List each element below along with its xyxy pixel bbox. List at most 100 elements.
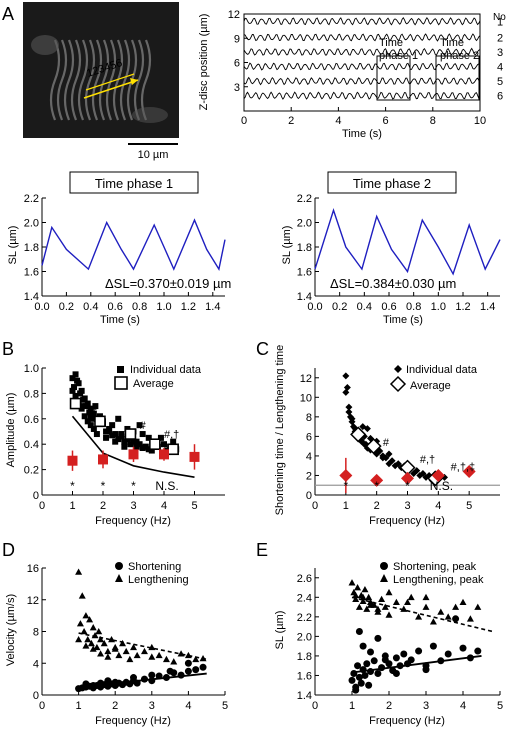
panel-d-x-ticks: 0 1 2 3 4 5: [39, 691, 228, 712]
legend-b-individual-label: Individual data: [130, 364, 202, 376]
panel-b-x-tick-label: 3: [130, 500, 136, 512]
panel-e-shortening-point: [474, 647, 482, 655]
phase1-x-tick-label: 1.2: [181, 301, 196, 313]
phase2-plot: Time phase 2 1.41.61.82.02.2 0.0 0.2 0.4 0.…: [281, 171, 501, 326]
zdisc-y-tick-label: 9: [234, 33, 240, 45]
panel-e-x-tick-label: 2: [386, 700, 392, 712]
panel-c-significance-point: [462, 465, 476, 479]
panel-e-lengthening-point: [407, 593, 415, 601]
panel-d-lengthening-point: [122, 647, 130, 655]
panel-b-individual-point: [139, 431, 146, 438]
panel-d-lengthening-point: [184, 651, 192, 659]
panel-d-lengthening-point: [170, 658, 178, 665]
striation-line: [49, 39, 61, 121]
panel-b-mark-label: #: [91, 403, 98, 415]
panel-b-x-tick-label: 2: [100, 500, 106, 512]
phase1-x-tick-label: 1.0: [156, 301, 171, 313]
panel-b-individual-point: [133, 438, 140, 445]
panel-b-individual-point: [78, 387, 85, 394]
panel-c-individual-point: [379, 454, 387, 462]
panel-e-shortening-point: [374, 634, 382, 642]
panel-d-x-tick-label: 5: [222, 700, 228, 712]
panel-d-lengthening-point: [87, 639, 95, 647]
panel-e-y-tick-label: 1.6: [297, 670, 312, 682]
panel-b-individual-point: [106, 425, 113, 432]
panel-b-individual-point: [133, 443, 140, 450]
panel-d-lengthening-point: [111, 645, 119, 652]
panel-d-lengthening-point: [75, 568, 83, 575]
legend-c-average-marker: [389, 375, 407, 393]
panel-c-y-tick-label: 4: [306, 451, 312, 463]
panel-d-shortening-point: [184, 667, 192, 675]
phase2-title: Time phase 2: [353, 176, 431, 191]
panel-c-y-tick-label: 12: [300, 373, 312, 385]
panel-d-shortening-point: [184, 659, 192, 667]
panel-e-lengthening-point: [355, 603, 363, 610]
striation-line: [98, 39, 110, 121]
phase2-x-tick-label: 1.0: [431, 301, 446, 313]
panel-e-shortening-point: [459, 644, 467, 652]
zdisc-trace-4: [243, 62, 481, 71]
zdisc-x-tick-label: 8: [430, 115, 436, 127]
panel-d-lengthening-point: [86, 616, 94, 623]
panel-e-lengthening-point: [374, 605, 382, 612]
panel-d-lengthening-point: [148, 643, 156, 651]
zdisc-legend-5: 5: [497, 76, 503, 88]
phase2-x-tick-label: 0.6: [381, 301, 396, 313]
panel-b-individual-point: [109, 422, 116, 429]
panel-b-individual-point: [170, 438, 177, 445]
panel-b-individual-point: [71, 384, 78, 391]
zdisc-x-label: Time (s): [342, 128, 382, 140]
panel-d-y-ticks: 0 4 8 12 16: [27, 563, 46, 702]
panel-e-shortening-point: [352, 686, 360, 694]
zdisc-x-tick-label: 10: [474, 115, 486, 127]
panel-c-y-tick-label: 0: [306, 490, 312, 502]
panel-c-mark-label: #: [383, 437, 390, 449]
phase1-y-label: SL (µm): [7, 226, 19, 265]
panel-c-star-label: N.S.: [430, 479, 453, 493]
panel-e-lengthening-point: [415, 613, 423, 620]
phase1-x-tick-label: 0.8: [132, 301, 147, 313]
panel-e-shortening-point: [422, 666, 430, 674]
panel-c-x-tick-label: 4: [435, 500, 441, 512]
panel-d-shortening-fit: [78, 672, 207, 688]
panel-c-significance-points: [339, 457, 476, 494]
zdisc-y-tick-label: 3: [234, 82, 240, 94]
panel-e-shortening-point: [452, 615, 460, 623]
panel-e-x-tick-label: 3: [423, 700, 429, 712]
panel-e-lengthening-point: [361, 585, 369, 593]
panel-d-lengthening-point: [89, 645, 97, 652]
panel-c-individual-point: [363, 425, 371, 433]
phase1-y-tick-label: 2.2: [24, 193, 39, 205]
legend-d-lengthening-marker: [115, 574, 123, 582]
panel-b-x-label: Frequency (Hz): [95, 515, 171, 527]
panel-b-individual-point: [69, 375, 76, 382]
phase2-x-tick-label: 0.4: [357, 301, 372, 313]
panel-d-lengthening-point: [140, 647, 148, 655]
phase1-plot: Time phase 1 1.41.61.82.02.2 0.0 0.2 0.4 0.…: [7, 171, 231, 326]
panel-e-shortening-point: [367, 648, 374, 656]
panel-c-x-tick-label: 2: [374, 500, 380, 512]
panel-e-lengthening-point: [437, 608, 445, 615]
panel-e-shortening-point: [354, 662, 362, 670]
panel-b-average-points: [69, 397, 179, 456]
panel-b-individual-point: [84, 400, 91, 407]
panel-d-lengthening-point: [95, 628, 103, 635]
panel-e-shortening-point: [355, 673, 363, 681]
legend-d-shortening-label: Shortening: [128, 561, 181, 573]
panel-d-shortening-point: [148, 671, 156, 679]
panel-e-shortening-point: [381, 656, 389, 664]
panel-b-individual-point: [136, 441, 143, 448]
panel-b-individual-point: [93, 431, 100, 438]
panel-c-individual-point: [385, 460, 393, 468]
panel-b-individual-point: [78, 403, 85, 410]
panel-e-lengthening-point: [422, 603, 430, 610]
legend-d-shortening-marker: [115, 562, 123, 570]
panel-d-x-tick-label: 2: [112, 700, 118, 712]
panel-e-lengthening-point: [422, 593, 430, 601]
phase1-x-tick-label: 0.2: [59, 301, 74, 313]
panel-b-individual-point: [87, 413, 94, 420]
panel-b-individual-point: [145, 446, 152, 453]
panel-c-individual-point: [413, 467, 421, 475]
